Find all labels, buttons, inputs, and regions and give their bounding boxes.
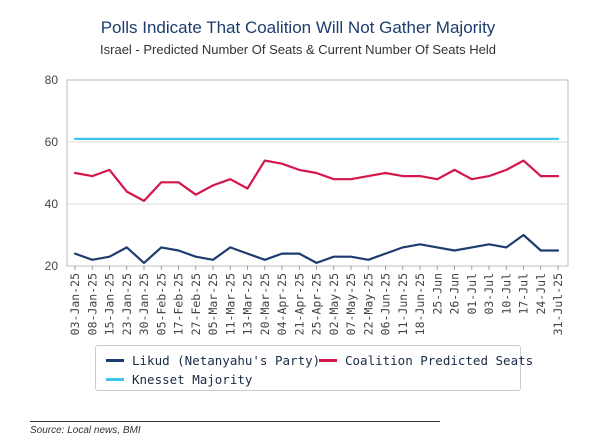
plot-frame: [66, 79, 569, 267]
x-tick-label: 27-Feb-25: [189, 273, 203, 335]
x-tick-label: 26-Jun: [448, 273, 462, 315]
x-tick-label: 11-Jun-25: [396, 273, 410, 335]
y-tick-label: 60: [45, 135, 59, 149]
x-tick-label: 10-Jul: [499, 273, 513, 315]
legend-item-likud: Likud (Netanyahu's Party): [106, 353, 320, 368]
legend-swatch-knesset: [106, 378, 124, 381]
y-tick-label: 40: [45, 197, 59, 211]
x-tick-label: 21-Apr-25: [292, 273, 306, 335]
chart-legend: Likud (Netanyahu's Party) Coalition Pred…: [95, 345, 533, 391]
x-tick-label: 04-Apr-25: [275, 273, 289, 335]
x-tick-label: 18-Jun-25: [413, 273, 427, 335]
source-divider: [30, 421, 440, 422]
x-tick-label: 22-May-25: [361, 273, 375, 335]
series-lines: [73, 137, 560, 264]
y-tick-label: 20: [45, 259, 59, 273]
x-tick-label: 30-Jan-25: [137, 273, 151, 335]
y-tick-label: 80: [45, 73, 59, 87]
x-tick-label: 06-Jun-25: [379, 273, 393, 335]
x-tick-label: 15-Jan-25: [103, 273, 117, 335]
x-tick-label: 17-Feb-25: [172, 273, 186, 335]
x-tick-label: 25-Apr-25: [310, 273, 324, 335]
x-tick-label: 24-Jul: [534, 273, 548, 315]
x-tick-label: 01-Jul: [465, 273, 479, 315]
x-tick-label: 31-Jul-25: [551, 273, 565, 335]
x-tick-label: 08-Jan-25: [85, 273, 99, 335]
likud-line: [73, 233, 560, 264]
legend-item-knesset: Knesset Majority: [106, 372, 252, 387]
coalition-line: [73, 159, 560, 202]
x-tick-label: 13-Mar-25: [241, 273, 255, 335]
grid: [66, 79, 569, 267]
legend-label-likud: Likud (Netanyahu's Party): [132, 353, 321, 368]
x-tick-label: 20-Mar-25: [258, 273, 272, 335]
x-tick-label: 05-Mar-25: [206, 273, 220, 335]
x-tick-label: 25-Jun: [430, 273, 444, 315]
legend-label-knesset: Knesset Majority: [132, 372, 253, 387]
legend-swatch-likud: [106, 359, 124, 362]
x-tick-label: 17-Jul: [517, 273, 531, 315]
x-tick-label: 05-Feb-25: [154, 273, 168, 335]
chart-subtitle: Israel - Predicted Number Of Seats & Cur…: [100, 42, 496, 57]
x-tick-label: 07-May-25: [344, 273, 358, 335]
chart-title: Polls Indicate That Coalition Will Not G…: [100, 18, 496, 37]
x-tick-label: 23-Jan-25: [120, 273, 134, 335]
legend-label-coalition: Coalition Predicted Seats: [345, 353, 534, 368]
x-tick-label: 02-May-25: [327, 273, 341, 335]
source-note: Source: Local news, BMI: [30, 425, 141, 436]
x-tick-label: 03-Jan-25: [68, 273, 82, 335]
x-axis-ticks: 03-Jan-25 08-Jan-25 15-Jan-25 23-Jan-25 30-J…: [68, 266, 565, 335]
legend-swatch-coalition: [319, 359, 337, 362]
legend-item-coalition: Coalition Predicted Seats: [319, 353, 533, 368]
x-tick-label: 03-Jul: [482, 273, 496, 315]
x-tick-label: 11-Mar-25: [223, 273, 237, 335]
y-axis-ticks: 20 40 60 80: [45, 73, 59, 273]
